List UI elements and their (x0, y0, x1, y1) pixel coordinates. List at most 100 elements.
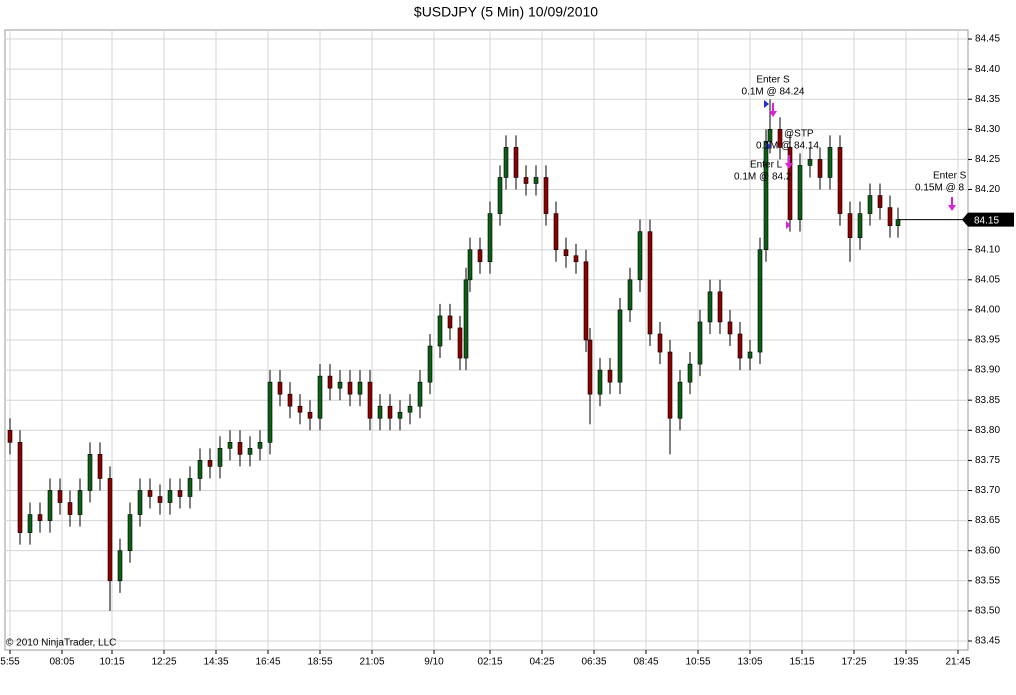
grid (5, 30, 968, 650)
candle-body (657, 333, 663, 353)
candle-body (47, 490, 53, 521)
y-tick-label: 83.80 (975, 425, 1000, 436)
candle-body (407, 405, 413, 413)
candle-body (533, 177, 539, 184)
candle-body (67, 502, 73, 515)
candle-body (837, 147, 843, 214)
candle-body (357, 381, 363, 395)
candle-body (767, 129, 773, 142)
candle-body (553, 213, 559, 251)
trade-annotation: Enter L (750, 160, 783, 171)
candle-body (857, 213, 863, 238)
candle-body (287, 393, 293, 407)
candle-body (463, 279, 469, 359)
candle-body (573, 255, 579, 263)
trade-annotation: 0.1M @ 84.2 (734, 172, 792, 183)
trade-annotation: 0.1M @ 84.14 (756, 141, 819, 152)
x-tick-label: 15:15 (789, 657, 814, 668)
candle-body (277, 381, 283, 395)
candle-body (37, 514, 43, 521)
entry-arrow (948, 197, 956, 211)
trade-markers (764, 100, 956, 229)
candle-body (237, 442, 243, 455)
candle-body (747, 351, 753, 359)
candle-body (137, 490, 143, 515)
x-tick-label: 14:35 (203, 657, 228, 668)
candle-body (197, 460, 203, 479)
y-tick-label: 83.65 (975, 515, 1000, 526)
candle-body (117, 550, 123, 582)
x-tick-label: 21:45 (945, 657, 970, 668)
candle-body (187, 478, 193, 497)
candle-body (7, 429, 13, 443)
candle-body (807, 159, 813, 166)
x-tick-label: 08:45 (633, 657, 658, 668)
candle-body (217, 448, 223, 467)
x-tick-label: 02:15 (477, 657, 502, 668)
y-tick-label: 83.85 (975, 395, 1000, 406)
candle-body (347, 381, 353, 395)
candle-body (697, 321, 703, 365)
x-tick-label: 18:55 (307, 657, 332, 668)
candle-body (107, 478, 113, 582)
x-tick-label: 19:35 (893, 657, 918, 668)
candle-body (247, 448, 253, 455)
y-tick-label: 83.90 (975, 365, 1000, 376)
candle-body (97, 454, 103, 479)
copyright: © 2010 NinjaTrader, LLC (6, 638, 116, 649)
candle-body (817, 159, 823, 178)
candle-body (27, 514, 33, 533)
y-tick-label: 83.70 (975, 485, 1000, 496)
candle-body (617, 309, 623, 383)
candle-body (427, 345, 433, 383)
y-tick-label: 84.30 (975, 124, 1000, 135)
candle-body (77, 490, 83, 515)
x-tick-label: 16:45 (255, 657, 280, 668)
candle-body (327, 375, 333, 389)
y-tick-label: 84.40 (975, 64, 1000, 75)
y-tick-label: 84.20 (975, 184, 1000, 195)
candle-body (787, 147, 793, 220)
candle-body (87, 454, 93, 491)
candle-body (543, 177, 549, 214)
entry-arrow (766, 142, 771, 150)
x-tick-label: 5:55 (0, 657, 20, 668)
candle-body (57, 490, 63, 503)
candle-body (777, 129, 783, 148)
candle-body (157, 496, 163, 503)
y-tick-label: 84.05 (975, 274, 1000, 285)
candle-body (367, 381, 373, 419)
candle-body (627, 279, 633, 311)
y-tick-label: 84.45 (975, 34, 1000, 45)
y-tick-label: 83.55 (975, 575, 1000, 586)
y-tick-label: 84.00 (975, 305, 1000, 316)
chart-title: $USDJPY (5 Min) 10/09/2010 (414, 4, 598, 20)
x-tick-label: 10:55 (685, 657, 710, 668)
candle-body (707, 291, 713, 323)
y-tick-label: 84.25 (975, 154, 1000, 165)
plot (7, 99, 901, 611)
entry-arrow (764, 100, 769, 108)
x-tick-label: 10:15 (99, 657, 124, 668)
trade-annotation: Enter S (933, 171, 967, 182)
candle-body (317, 375, 323, 419)
candle-body (727, 321, 733, 335)
x-tick-label: 04:25 (529, 657, 554, 668)
x-tick-label: 08:05 (49, 657, 74, 668)
candle-body (687, 363, 693, 383)
candle-body (417, 381, 423, 407)
candle-body (737, 333, 743, 359)
candle-body (397, 411, 403, 419)
candle-body (457, 327, 463, 359)
candle-body (497, 177, 503, 214)
candle-body (307, 411, 313, 419)
trade-annotation: @STP (784, 129, 814, 140)
candle-body (877, 195, 883, 208)
y-tick-label: 83.75 (975, 455, 1000, 466)
candle-body (637, 231, 643, 281)
candle-body (523, 177, 529, 184)
candle-body (583, 261, 589, 341)
candle-body (513, 147, 519, 178)
x-tick-label: 06:35 (581, 657, 606, 668)
candle-body (477, 249, 483, 263)
